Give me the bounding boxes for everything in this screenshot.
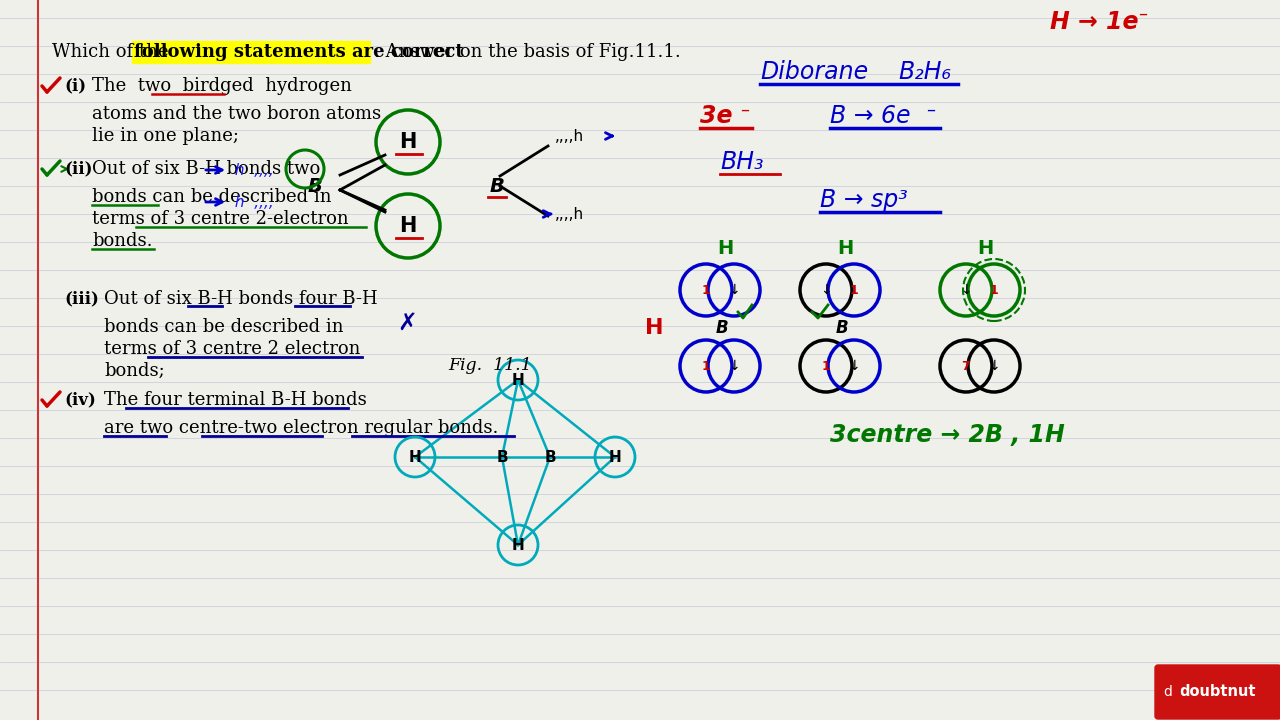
Text: bonds can be described in: bonds can be described in xyxy=(92,188,332,206)
Text: . Answer on the basis of Fig.11.1.: . Answer on the basis of Fig.11.1. xyxy=(374,43,681,61)
Text: Which of the: Which of the xyxy=(52,43,174,61)
Text: ↓: ↓ xyxy=(849,359,860,373)
Text: B: B xyxy=(308,176,323,196)
Text: H: H xyxy=(399,132,417,152)
Text: H: H xyxy=(837,238,854,258)
Text: B → 6e: B → 6e xyxy=(829,104,910,128)
Text: –: – xyxy=(1138,5,1147,23)
Text: H: H xyxy=(717,238,733,258)
Text: Diborane: Diborane xyxy=(760,60,868,84)
Text: B: B xyxy=(497,449,508,464)
Text: ✗: ✗ xyxy=(397,311,417,335)
Text: ↓: ↓ xyxy=(728,283,740,297)
Text: 1: 1 xyxy=(989,284,998,297)
Text: ↓: ↓ xyxy=(960,283,972,297)
Text: –: – xyxy=(740,101,749,119)
Text: doubtnut: doubtnut xyxy=(1180,685,1256,700)
Text: H: H xyxy=(512,538,525,552)
Text: 1: 1 xyxy=(822,359,831,372)
Text: Out of six B-H bonds four B-H: Out of six B-H bonds four B-H xyxy=(104,290,378,308)
Text: atoms and the two boron atoms: atoms and the two boron atoms xyxy=(92,105,381,123)
FancyBboxPatch shape xyxy=(1155,665,1280,719)
Circle shape xyxy=(1156,680,1180,704)
Text: Out of six B-H bonds two: Out of six B-H bonds two xyxy=(92,160,320,178)
Text: h  ,,,,: h ,,,, xyxy=(230,163,274,178)
Text: H: H xyxy=(512,372,525,387)
Text: H: H xyxy=(977,238,993,258)
Text: are two centre-two electron regular bonds.: are two centre-two electron regular bond… xyxy=(104,419,498,437)
Text: 1: 1 xyxy=(850,284,859,297)
Text: d: d xyxy=(1164,685,1172,699)
Text: B₂H₆: B₂H₆ xyxy=(899,60,951,84)
Text: (iii): (iii) xyxy=(64,290,99,307)
Text: H: H xyxy=(399,216,417,236)
Text: The  two  birdged  hydrogen: The two birdged hydrogen xyxy=(92,77,352,95)
Text: 7: 7 xyxy=(961,359,970,372)
Text: (iv): (iv) xyxy=(64,392,96,408)
Text: –: – xyxy=(925,101,934,119)
Text: B: B xyxy=(544,449,556,464)
Text: terms of 3 centre 2-electron: terms of 3 centre 2-electron xyxy=(92,210,348,228)
Text: H: H xyxy=(645,318,663,338)
Text: bonds.: bonds. xyxy=(92,232,152,250)
Text: Fig.  11.1: Fig. 11.1 xyxy=(448,356,531,374)
Text: 1: 1 xyxy=(701,359,710,372)
Text: H: H xyxy=(408,449,421,464)
Text: bonds;: bonds; xyxy=(104,362,165,380)
Text: ↓: ↓ xyxy=(728,359,740,373)
Text: ,,,,h: ,,,,h xyxy=(556,207,584,222)
Text: bonds can be described in: bonds can be described in xyxy=(104,318,343,336)
Text: BH₃: BH₃ xyxy=(719,150,763,174)
Text: ↓: ↓ xyxy=(988,359,1000,373)
Text: 3e: 3e xyxy=(700,104,732,128)
Text: ,,,,h: ,,,,h xyxy=(556,128,584,143)
Text: B: B xyxy=(490,176,504,196)
Text: h  ,,,,: h ,,,, xyxy=(230,194,274,210)
Text: ↓: ↓ xyxy=(820,283,832,297)
Text: lie in one plane;: lie in one plane; xyxy=(92,127,239,145)
Text: following statements are correct: following statements are correct xyxy=(134,43,463,61)
Text: The four terminal B-H bonds: The four terminal B-H bonds xyxy=(104,391,367,409)
Text: (ii): (ii) xyxy=(64,161,92,178)
Text: H: H xyxy=(608,449,621,464)
Text: 1: 1 xyxy=(701,284,710,297)
Text: (i): (i) xyxy=(64,78,86,94)
Text: terms of 3 centre 2 electron: terms of 3 centre 2 electron xyxy=(104,340,361,358)
FancyBboxPatch shape xyxy=(132,41,370,63)
Text: B: B xyxy=(836,319,849,337)
Text: B: B xyxy=(716,319,728,337)
Text: 3centre → 2B , 1H: 3centre → 2B , 1H xyxy=(829,423,1065,447)
Text: B → sp³: B → sp³ xyxy=(820,188,908,212)
Text: H → 1e: H → 1e xyxy=(1050,10,1138,34)
